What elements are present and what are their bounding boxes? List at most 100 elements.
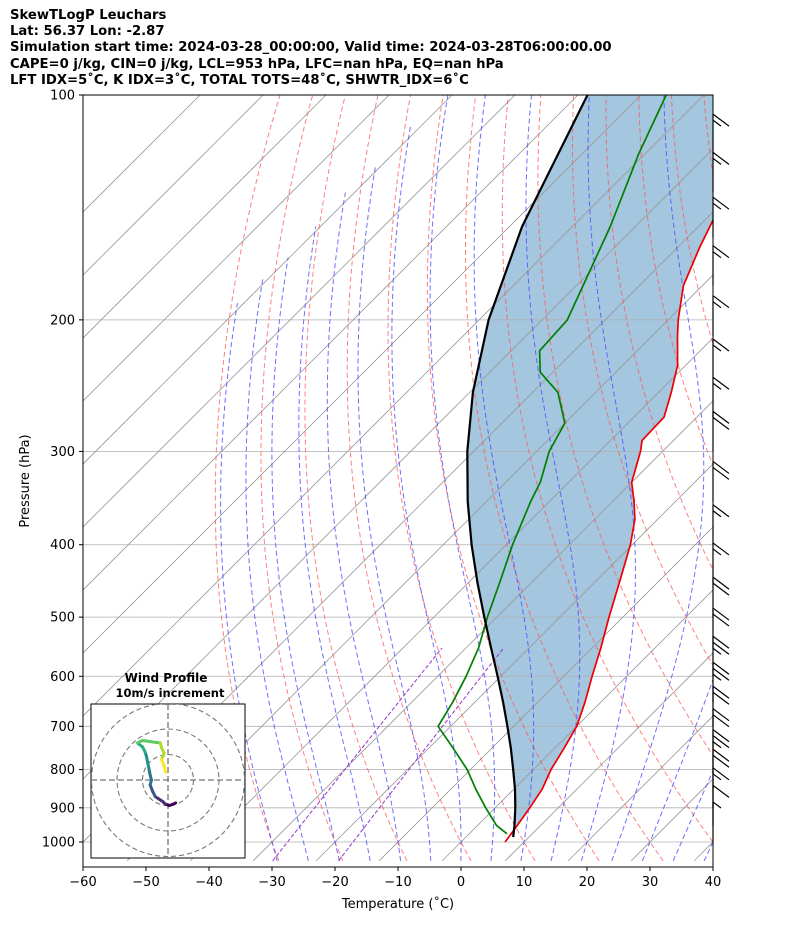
isotherm-line — [378, 526, 713, 862]
y-tick-label: 300 — [50, 445, 75, 460]
isotherm-line — [83, 95, 390, 402]
dry-adiabat-line — [465, 95, 664, 862]
isotherm-line — [567, 715, 713, 862]
wind-barbs — [712, 113, 730, 842]
temperature-profile-line — [504, 218, 713, 843]
moist-adiabat-line — [326, 192, 402, 861]
isotherm-line — [83, 95, 516, 528]
moist-adiabat-line — [429, 95, 496, 861]
y-tick-label: 600 — [50, 670, 75, 685]
isotherm-line — [83, 95, 201, 213]
wind-barb — [712, 504, 730, 545]
station-location: Lat: 56.37 Lon: -2.87 — [10, 24, 165, 40]
moist-adiabat-line — [611, 95, 705, 862]
wind-barb — [712, 542, 730, 583]
isotherm-line — [504, 652, 713, 862]
wind-barb — [712, 295, 730, 336]
plot-area — [83, 78, 794, 862]
dry-adiabat-line — [346, 95, 472, 862]
dry-adiabat-line — [501, 95, 713, 843]
y-tick-label: 400 — [50, 538, 75, 553]
x-tick-label: −10 — [384, 875, 411, 890]
x-tick-label: −20 — [321, 875, 348, 890]
dry-adiabat-line — [572, 95, 713, 667]
moist-adiabat-line — [271, 257, 340, 861]
dry-adiabat-line — [387, 95, 536, 862]
isotherm-line — [757, 78, 794, 861]
isotherm-line — [315, 463, 713, 862]
isotherm-line — [83, 95, 642, 654]
wind-barb — [712, 801, 722, 842]
x-tick-label: 40 — [705, 875, 722, 890]
dry-adiabat-line — [214, 95, 281, 862]
isotherm-line — [83, 95, 705, 717]
isotherm-line — [189, 337, 713, 862]
wind-barb — [712, 410, 730, 452]
hodograph-subtitle: 10m/s increment — [116, 686, 225, 700]
y-tick-label: 900 — [50, 801, 75, 816]
moist-adiabat-line — [357, 167, 432, 861]
x-tick-label: −40 — [195, 875, 222, 890]
x-tick-label: 0 — [457, 875, 465, 890]
x-tick-label: 10 — [516, 875, 533, 890]
wind-barb — [712, 113, 730, 155]
hodograph-inset: Wind Profile 10m/s increment — [90, 671, 246, 859]
parcel-path-line — [466, 95, 589, 838]
dry-adiabat-line — [260, 95, 344, 862]
wind-barb — [712, 376, 730, 418]
hodograph-trace-segment — [162, 764, 167, 774]
wind-barb — [712, 151, 730, 193]
isotherm-line — [83, 95, 327, 339]
y-axis-label: Pressure (hPa) — [18, 434, 33, 527]
hodograph-plot — [91, 704, 245, 858]
moist-adiabat-line — [391, 125, 462, 861]
x-tick-label: −60 — [69, 875, 96, 890]
dry-adiabat-line — [735, 78, 794, 861]
hodograph-trace-segment — [141, 738, 153, 744]
moist-adiabat-line — [245, 276, 309, 862]
x-tick-label: −30 — [258, 875, 285, 890]
moist-adiabat-line — [703, 840, 713, 862]
dewpoint-profile-line — [437, 95, 667, 835]
hodograph-title: Wind Profile — [125, 671, 208, 685]
y-tick-label: 1000 — [42, 836, 75, 851]
y-tick-label: 700 — [50, 720, 75, 735]
y-tick-label: 800 — [50, 763, 75, 778]
moist-adiabat-line — [298, 226, 371, 861]
moist-adiabat-line — [580, 95, 637, 862]
chart-title: SkewTLogP Leuchars — [10, 8, 167, 23]
isotherm-line — [252, 400, 713, 862]
wind-barb — [712, 729, 730, 770]
isotherm-line — [441, 589, 713, 862]
hodograph-trace-segment — [149, 740, 162, 745]
wind-barb — [712, 196, 730, 238]
wind-barb — [712, 784, 730, 826]
moist-adiabat-line — [641, 678, 713, 862]
y-tick-label: 100 — [50, 89, 75, 104]
axes: −60 −50 −40 −30 −20 −10 0 10 20 30 40 100 200 300 400 5… — [42, 89, 721, 891]
mixing-ratio-line — [272, 647, 443, 862]
y-tick-label: 500 — [50, 611, 75, 626]
x-tick-label: 30 — [642, 875, 659, 890]
mixing-ratio-line — [338, 647, 504, 862]
x-tick-label: 20 — [579, 875, 596, 890]
wind-barb — [712, 245, 730, 286]
isotherm-line — [126, 274, 713, 862]
moist-adiabat-line — [672, 769, 713, 862]
moist-adiabat-line — [473, 95, 535, 861]
chart-header: SkewTLogP Leuchars Lat: 56.37 Lon: -2.87… — [10, 8, 612, 89]
simulation-times: Simulation start time: 2024-03-28_00:00:… — [10, 40, 612, 56]
stability-parameters: CAPE=0 j/kg, CIN=0 j/kg, LCL=953 hPa, LF… — [10, 56, 504, 72]
index-parameters: LFT IDX=5˚C, K IDX=3˚C, TOTAL TOTS=48˚C,… — [10, 72, 469, 88]
dry-adiabat-line — [767, 78, 794, 861]
isotherm-line — [83, 95, 264, 276]
wind-barb — [712, 576, 730, 618]
wind-barb — [712, 338, 730, 380]
x-tick-label: −50 — [132, 875, 159, 890]
moist-adiabat-line — [525, 95, 581, 861]
dry-adiabat-line — [537, 95, 713, 757]
isotherm-line — [83, 95, 453, 465]
y-tick-label: 200 — [50, 313, 75, 328]
isotherm-line — [83, 95, 579, 591]
